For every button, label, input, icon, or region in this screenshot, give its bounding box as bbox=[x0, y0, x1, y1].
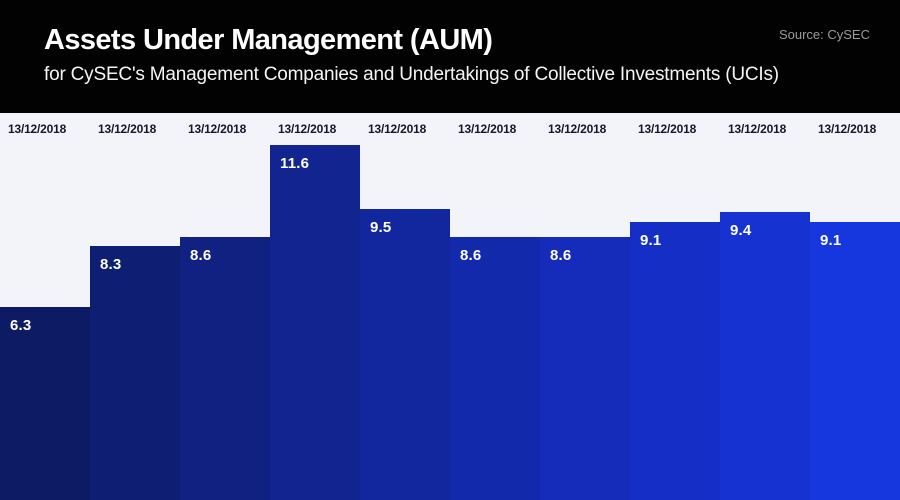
bar-date-label: 13/12/2018 bbox=[8, 122, 67, 136]
bar: 8.3 bbox=[90, 246, 180, 500]
bar: 6.3 bbox=[0, 307, 90, 500]
bar-date-label: 13/12/2018 bbox=[278, 122, 337, 136]
bar-date-label: 13/12/2018 bbox=[818, 122, 877, 136]
bar: 9.5 bbox=[360, 209, 450, 500]
bar-date-label: 13/12/2018 bbox=[728, 122, 787, 136]
chart-header: Assets Under Management (AUM) for CySEC'… bbox=[0, 0, 900, 113]
bar-value-label: 8.3 bbox=[100, 256, 122, 274]
bar-value-label: 9.5 bbox=[370, 219, 392, 237]
bar: 8.6 bbox=[540, 236, 630, 500]
bar-value-label: 8.6 bbox=[550, 246, 572, 264]
bar: 11.6 bbox=[270, 145, 360, 500]
bar: 9.4 bbox=[720, 212, 810, 500]
bar-value-label: 9.1 bbox=[640, 231, 662, 249]
bar-value-label: 9.1 bbox=[820, 231, 842, 249]
bar-date-label: 13/12/2018 bbox=[368, 122, 427, 136]
bar-date-label: 13/12/2018 bbox=[458, 122, 517, 136]
bar: 8.6 bbox=[180, 236, 270, 500]
bar: 8.6 bbox=[450, 236, 540, 500]
chart-subtitle: for CySEC's Management Companies and Und… bbox=[44, 64, 779, 85]
bar-value-label: 9.4 bbox=[730, 222, 752, 240]
bar: 9.1 bbox=[810, 221, 900, 500]
bar-date-label: 13/12/2018 bbox=[548, 122, 607, 136]
bar-date-label: 13/12/2018 bbox=[638, 122, 697, 136]
bar: 9.1 bbox=[630, 221, 720, 500]
bar-date-label: 13/12/2018 bbox=[98, 122, 157, 136]
chart-title: Assets Under Management (AUM) bbox=[44, 24, 493, 56]
bar-date-label: 13/12/2018 bbox=[188, 122, 247, 136]
source-label: Source: CySEC bbox=[778, 27, 870, 42]
bar-value-label: 6.3 bbox=[10, 317, 32, 335]
bar-value-label: 8.6 bbox=[460, 246, 482, 264]
bar-chart-area: 6.3 13/12/2018 8.3 13/12/2018 8.6 13/12/2018 1… bbox=[0, 113, 900, 500]
bar-value-label: 11.6 bbox=[280, 155, 310, 173]
bar-value-label: 8.6 bbox=[190, 246, 212, 264]
